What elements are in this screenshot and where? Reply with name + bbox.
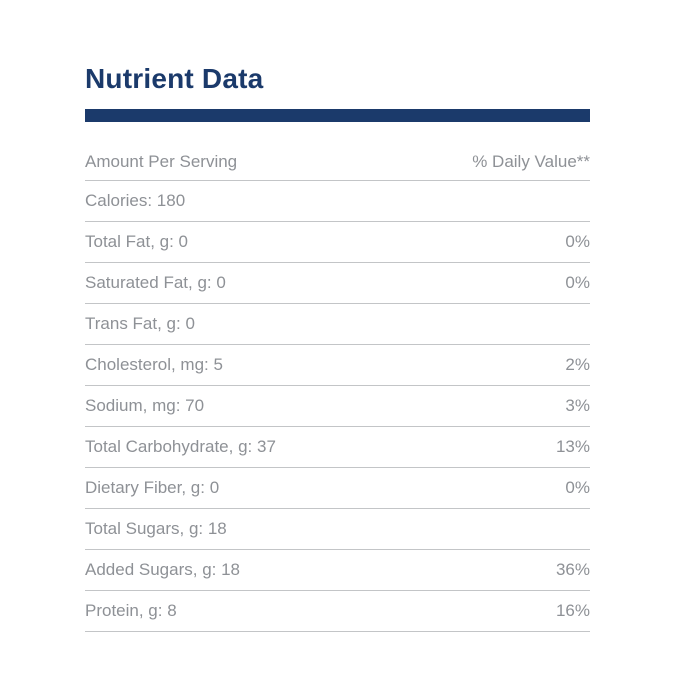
daily-value: 0% — [565, 232, 590, 251]
nutrient-label: Total Carbohydrate, g: 37 — [85, 437, 276, 456]
page-title: Nutrient Data — [85, 63, 264, 94]
title-rule — [85, 109, 590, 122]
table-row-total-fat: Total Fat, g: 0 0% — [85, 222, 590, 263]
nutrient-label: Sodium, mg: 70 — [85, 396, 205, 415]
nutrient-data-section: Nutrient Data Amount Per Serving % Daily… — [85, 62, 590, 632]
daily-value: 0% — [565, 478, 590, 497]
daily-value: 3% — [565, 396, 590, 415]
table-row-trans-fat: Trans Fat, g: 0 — [85, 304, 590, 345]
table-row-calories: Calories: 180 — [85, 181, 590, 222]
daily-value: 2% — [565, 355, 590, 374]
table-row-added-sugars: Added Sugars, g: 18 36% — [85, 550, 590, 591]
table-row-protein: Protein, g: 8 16% — [85, 591, 590, 632]
nutrient-label: Added Sugars, g: 18 — [85, 560, 241, 579]
column-header-daily-value: % Daily Value** — [472, 152, 590, 171]
nutrient-label: Total Sugars, g: 18 — [85, 519, 227, 538]
nutrient-table: Amount Per Serving % Daily Value** Calor… — [85, 122, 590, 632]
table-row-saturated-fat: Saturated Fat, g: 0 0% — [85, 263, 590, 304]
table-row-dietary-fiber: Dietary Fiber, g: 0 0% — [85, 468, 590, 509]
table-row-sodium: Sodium, mg: 70 3% — [85, 386, 590, 427]
nutrient-label: Protein, g: 8 — [85, 601, 177, 620]
table-row-cholesterol: Cholesterol, mg: 5 2% — [85, 345, 590, 386]
column-header-amount: Amount Per Serving — [85, 152, 238, 171]
table-row-total-sugars: Total Sugars, g: 18 — [85, 509, 590, 550]
nutrient-label: Trans Fat, g: 0 — [85, 314, 195, 333]
daily-value: 0% — [565, 273, 590, 292]
nutrient-label: Cholesterol, mg: 5 — [85, 355, 223, 374]
daily-value: 13% — [555, 437, 590, 456]
table-row-total-carbohydrate: Total Carbohydrate, g: 37 13% — [85, 427, 590, 468]
daily-value: 36% — [555, 560, 590, 579]
nutrient-label: Total Fat, g: 0 — [85, 232, 188, 251]
nutrient-label: Calories: 180 — [85, 191, 186, 210]
table-header-row: Amount Per Serving % Daily Value** — [85, 122, 590, 181]
daily-value: 16% — [555, 601, 590, 620]
nutrient-label: Saturated Fat, g: 0 — [85, 273, 226, 292]
nutrient-label: Dietary Fiber, g: 0 — [85, 478, 220, 497]
